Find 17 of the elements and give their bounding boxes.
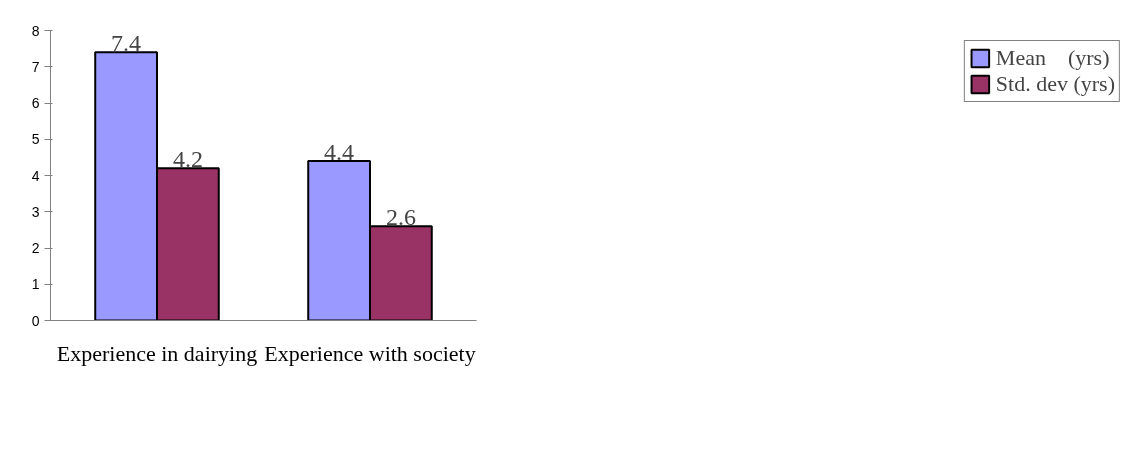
y-tick-label: 0 xyxy=(31,312,40,329)
y-tick-label: 4 xyxy=(31,167,40,184)
x-tick-label: Experience with society xyxy=(264,340,476,366)
legend-label: Mean (yrs) xyxy=(995,45,1110,71)
legend-label: Std. dev (yrs) xyxy=(995,71,1115,97)
y-tick-label: 5 xyxy=(31,131,40,148)
y-tick-label: 1 xyxy=(31,276,40,293)
x-tick-label: Experience in dairying xyxy=(56,340,258,366)
y-tick-label: 3 xyxy=(31,203,40,220)
y-tick-label: 8 xyxy=(31,22,40,39)
data-label: 4.2 xyxy=(172,146,203,173)
y-tick-label: 6 xyxy=(31,95,40,111)
data-label: 2.6 xyxy=(385,204,416,231)
y-tick-label: 2 xyxy=(31,240,40,256)
data-label: 7.4 xyxy=(111,30,142,57)
y-tick-label: 7 xyxy=(31,58,40,75)
data-label: 4.4 xyxy=(324,139,355,165)
